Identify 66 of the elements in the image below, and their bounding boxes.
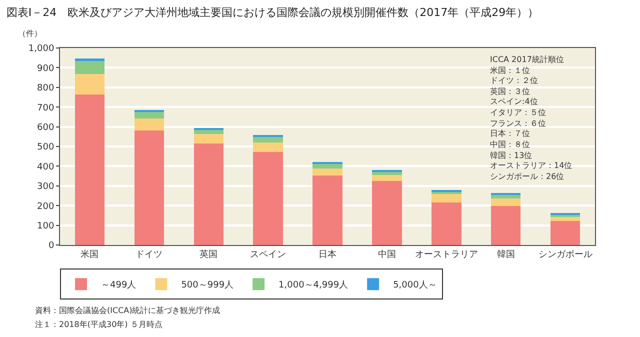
annotation: オーストラリア：14位 [490,161,572,170]
bar [550,217,580,221]
y-tick-label: 1,000 [28,44,54,54]
annotation: 韓国：13位 [490,151,532,160]
bar [312,164,342,169]
bar [74,74,105,94]
x-tick-label: ドイツ [136,250,163,260]
y-tick-label: 300 [37,182,54,192]
bar [550,220,580,245]
bar [312,175,342,245]
bar [74,58,105,61]
bar [490,198,521,206]
y-tick-label: 900 [37,64,54,74]
x-tick-label: シンガポール [538,250,592,260]
annotation: 中国：８位 [490,140,530,149]
bar [490,194,521,199]
y-tick-label: 500 [37,142,54,153]
bar [253,136,283,142]
bar [253,142,283,152]
bar [74,94,105,245]
y-tick-label: 700 [37,103,54,114]
annotation: ICCA 2017統計順位 [490,55,564,64]
annotation: 日本：７位 [490,129,530,138]
legend-label: 1,000～4,999人 [278,280,348,291]
x-tick-label: 英国 [200,248,218,260]
text: 資料：国際会議協会(ICCA)統計に基づき観光庁作成 [35,306,220,315]
annotation: 米国：１位 [490,66,530,75]
x-tick-label: 中国 [378,248,396,260]
bar [74,60,105,74]
bar [134,112,164,119]
bar [194,130,224,134]
y-tick-label: 600 [37,122,54,133]
bar [253,152,283,245]
chart-title: 図表Ⅰ－24 欧米及びアジア大洋州地域主要国における国際会議の規模別開催件数（2017年（平成29年）） [6,6,539,20]
annotation: シンガポール：26位 [490,172,564,181]
legend-label: 5,000人～ [393,280,437,291]
annotation: スペイン:4位 [490,97,538,106]
bar [372,174,402,182]
bar [194,134,224,144]
text: 注１：2018年(平成30年) ５月時点 [35,320,162,329]
bar [490,206,521,245]
annotation: イタリア：５位 [490,108,546,117]
legend-label: ～499人 [101,280,136,291]
y-tick-label: 0 [48,241,54,252]
bar [312,168,342,176]
x-tick-label: 米国 [80,248,99,260]
bar [134,130,164,245]
bar [372,181,402,245]
bar [134,118,164,130]
annotation: フランス：６位 [490,119,546,128]
y-tick-label: 200 [37,202,54,212]
x-tick-label: 韓国 [496,248,515,260]
legend-label: 500～999人 [181,280,234,291]
x-tick-label: オーストラリア [414,250,478,260]
x-tick-label: スペイン [250,250,286,260]
bar [372,172,402,175]
y-axis-title: （件） [18,29,42,38]
y-tick-label: 800 [37,84,54,94]
x-tick-label: 日本 [318,248,336,260]
y-tick-label: 400 [37,162,54,172]
y-tick-label: 100 [37,221,54,232]
bar [432,202,462,245]
bar [194,144,224,245]
annotation: 英国：３位 [490,87,530,96]
annotation: ドイツ：２位 [490,76,538,85]
bar [432,194,462,203]
